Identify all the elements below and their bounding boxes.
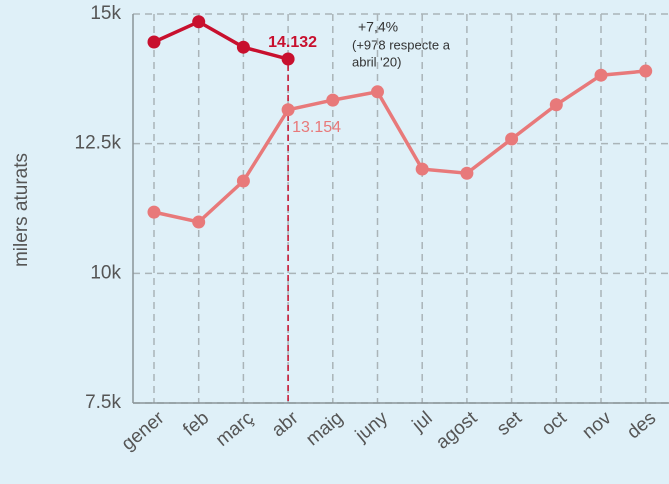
annotation: abril '20) bbox=[352, 54, 401, 69]
point bbox=[505, 132, 519, 146]
y-tick-label: 12.5k bbox=[75, 133, 122, 154]
line bbox=[153, 69, 646, 224]
y-tick-label: 10k bbox=[90, 262, 121, 283]
point bbox=[326, 93, 340, 107]
line bbox=[153, 19, 289, 61]
data-label: 13.154 bbox=[292, 119, 341, 136]
y-tick-label: 7.5k bbox=[85, 392, 121, 413]
data-label: 14.132 bbox=[268, 34, 317, 51]
point bbox=[460, 166, 474, 180]
point bbox=[281, 103, 295, 117]
point bbox=[192, 215, 206, 229]
y-tick-label: 15k bbox=[90, 3, 121, 24]
point bbox=[236, 174, 250, 188]
y-axis-title: milers aturats bbox=[11, 153, 32, 267]
annotation: (+978 respecte a bbox=[352, 37, 451, 52]
point bbox=[549, 98, 563, 112]
point bbox=[147, 35, 161, 49]
point bbox=[594, 68, 608, 82]
point bbox=[147, 205, 161, 219]
point bbox=[415, 162, 429, 176]
point bbox=[639, 64, 653, 78]
point bbox=[236, 40, 250, 54]
point bbox=[281, 52, 295, 66]
point bbox=[371, 85, 384, 99]
point bbox=[192, 15, 206, 29]
